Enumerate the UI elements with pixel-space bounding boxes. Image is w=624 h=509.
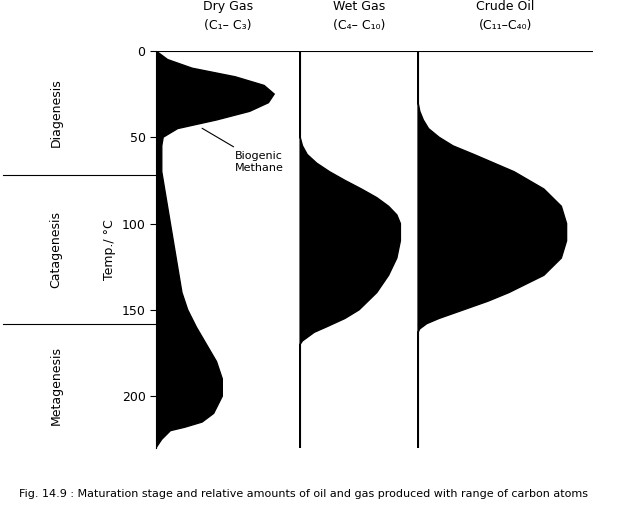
Polygon shape (300, 51, 401, 448)
Text: (C₄– C₁₀): (C₄– C₁₀) (333, 19, 385, 32)
Text: Wet Gas: Wet Gas (333, 0, 385, 13)
Text: Catagenesis: Catagenesis (50, 211, 62, 288)
Text: (C₁– C₃): (C₁– C₃) (204, 19, 252, 32)
Text: Fig. 14.9 : Maturation stage and relative amounts of oil and gas produced with r: Fig. 14.9 : Maturation stage and relativ… (19, 489, 588, 499)
Text: Dry Gas: Dry Gas (203, 0, 253, 13)
Text: (C₁₁–C₄₀): (C₁₁–C₄₀) (479, 19, 532, 32)
Polygon shape (156, 51, 274, 448)
Polygon shape (418, 51, 567, 448)
Text: Metagenesis: Metagenesis (50, 346, 62, 426)
Text: Biogenic
Methane: Biogenic Methane (202, 128, 283, 173)
Y-axis label: Temp./ °C: Temp./ °C (103, 219, 116, 280)
Text: Diagenesis: Diagenesis (50, 79, 62, 148)
Text: Crude Oil: Crude Oil (476, 0, 535, 13)
